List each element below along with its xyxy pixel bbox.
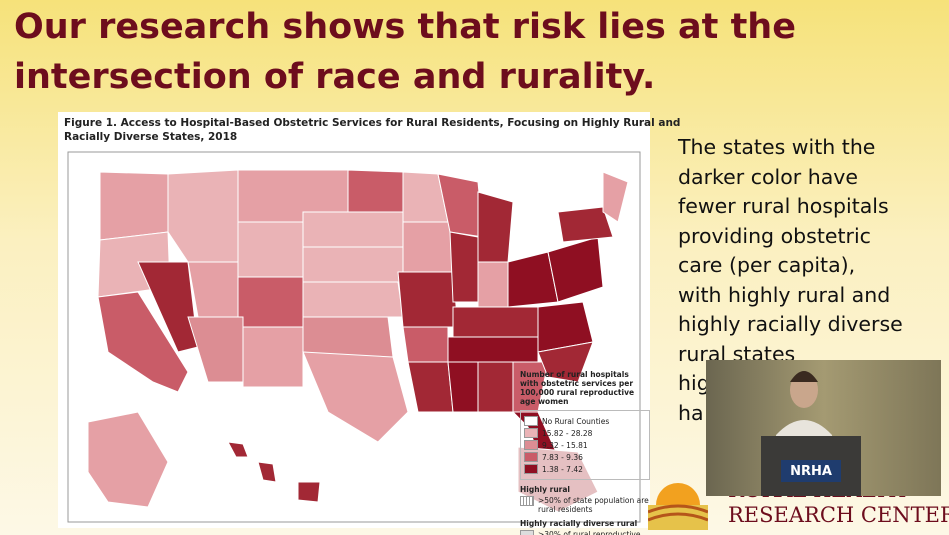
legend-item: 7.83 - 9.36 xyxy=(524,452,646,462)
title-line: intersection of race and rurality. xyxy=(14,57,656,97)
legend-swatch xyxy=(524,464,538,474)
legend-swatch xyxy=(520,530,534,535)
frame xyxy=(67,151,641,523)
legend-title-line: 100,000 rural reproductive xyxy=(520,388,635,397)
legend-item: No Rural Counties xyxy=(524,416,646,426)
legend-text: >50% of state population are rural reside… xyxy=(538,496,649,514)
legend-item: 1.38 - 7.42 xyxy=(524,464,646,474)
slide-title: Our research shows that risk lies at the… xyxy=(14,2,796,102)
body-line: darker color have xyxy=(678,164,858,189)
figure: Figure 1. Access to Hospital-Based Obste… xyxy=(58,112,680,535)
presenter-scene: NRHA xyxy=(761,371,861,496)
body-line: ha xyxy=(678,400,704,425)
title-line: Our research shows that risk lies at the xyxy=(14,7,796,47)
legend-swatch xyxy=(524,416,538,426)
logo-sun xyxy=(648,483,708,530)
legend-label: 7.83 - 9.36 xyxy=(542,452,583,462)
legend-item: 15.82 - 28.28 xyxy=(524,428,646,438)
figure-title: Figure 1. Access to Hospital-Based Obste… xyxy=(64,116,680,144)
legend-box: No Rural Counties 15.82 - 28.28 9.32 - 15.… xyxy=(520,410,650,480)
podium-label: NRHA xyxy=(790,464,832,479)
legend-label: No Rural Counties xyxy=(542,416,610,426)
body-line: hig xyxy=(678,371,710,395)
legend: Number of rural hospitals with obstetric … xyxy=(520,370,650,535)
legend-swatch xyxy=(524,428,538,438)
legend-title-line: age women xyxy=(520,397,569,406)
legend-swatch xyxy=(520,496,534,506)
legend-item: >50% of state population are rural reside… xyxy=(520,496,650,514)
legend-title-line: Number of rural hospitals xyxy=(520,370,629,379)
presenter-video: NRHA xyxy=(706,360,941,496)
body-text: The states with the darker color have fewe… xyxy=(678,133,903,428)
legend-title-line: with obstetric services per xyxy=(520,379,634,388)
body-line: fewer rural hospitals xyxy=(678,194,889,218)
body-line: The states with the xyxy=(678,135,876,159)
legend-label: 9.32 - 15.81 xyxy=(542,440,588,450)
legend-section-title: Highly rural xyxy=(520,485,570,494)
legend-line: rural residents xyxy=(538,505,593,514)
body-line: with highly rural and xyxy=(678,282,891,307)
figure-title-line: Racially Diverse States, 2018 xyxy=(64,131,238,143)
body-line: highly racially diverse xyxy=(678,312,903,336)
body-line: providing obstetric xyxy=(678,223,871,248)
legend-section-title: Highly racially diverse rural xyxy=(520,519,638,528)
body-line: care (per capita), xyxy=(678,253,856,277)
logo-line: RESEARCH CENTER xyxy=(728,503,949,527)
legend-line: >30% of rural reproductive age xyxy=(538,530,641,535)
legend-label: 15.82 - 28.28 xyxy=(542,428,593,438)
legend-swatch xyxy=(524,440,538,450)
legend-label: 1.38 - 7.42 xyxy=(542,464,583,474)
legend-item: 9.32 - 15.81 xyxy=(524,440,646,450)
legend-line: >50% of state population are xyxy=(538,496,649,505)
legend-swatch xyxy=(524,452,538,462)
figure-title-line: Figure 1. Access to Hospital-Based Obste… xyxy=(64,117,681,129)
